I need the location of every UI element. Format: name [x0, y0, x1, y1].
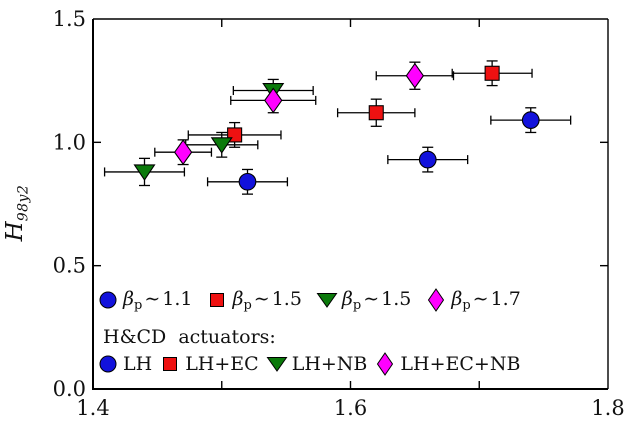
legend-beta-item-LH+EC+NB: βp ∼ 1.7 — [425, 287, 521, 313]
circle-legend-icon — [99, 291, 117, 309]
y-axis-label-sub: 98y2 — [15, 184, 32, 222]
triangle-down-legend-icon — [266, 357, 288, 372]
legend-title: H&CD actuators: — [103, 326, 276, 348]
series-LH+EC-square-marker — [368, 105, 384, 121]
y-tick-label: 0.0 — [53, 377, 86, 401]
legend-beta-label: βp ∼ 1.1 — [123, 287, 193, 313]
series-LH+EC+NB-diamond-marker — [405, 62, 425, 89]
legend-beta-item-LH: βp ∼ 1.1 — [97, 287, 192, 313]
series-LH-circle-marker — [238, 172, 257, 191]
series-LH+EC+NB-diamond-marker — [264, 87, 283, 114]
x-tick-label: 1.4 — [76, 396, 109, 420]
legend-beta-label: βp ∼ 1.5 — [232, 287, 302, 313]
legend-beta-row: βp ∼ 1.1 βp ∼ 1.5 βp ∼ 1.5 βp ∼ 1.7 — [97, 287, 521, 313]
triangle-down-legend-icon — [316, 293, 338, 308]
circle-legend-icon — [99, 355, 117, 373]
diamond-legend-icon — [428, 288, 445, 312]
series-LH+NB-triangle-marker — [210, 137, 233, 154]
y-tick-label: 1.0 — [53, 130, 86, 154]
legend-beta-label: βp ∼ 1.5 — [341, 287, 412, 313]
x-tick-label: 1.6 — [334, 396, 367, 420]
diamond-legend-glyph — [377, 352, 394, 376]
legend-actuator-label: LH+EC — [185, 353, 259, 375]
series-LH-circle-marker — [521, 111, 540, 129]
y-axis-label: H98y2 — [2, 168, 32, 258]
triangle-down-legend-glyph — [316, 293, 338, 308]
diamond-legend-icon — [377, 352, 394, 376]
legend-actuator-item-LH+NB: LH+NB — [266, 351, 368, 377]
square-legend-glyph — [210, 293, 225, 307]
circle-legend-glyph — [99, 291, 117, 309]
legend-actuator-label: LH+NB — [291, 353, 368, 375]
triangle-down-legend-glyph — [266, 357, 288, 372]
legend-beta-label: βp ∼ 1.7 — [451, 287, 521, 313]
x-tick-label: 1.8 — [591, 396, 624, 420]
series-LH+NB-triangle-marker — [133, 164, 156, 181]
square-legend-icon — [210, 293, 225, 307]
legend-actuator-label: LH+EC+NB — [400, 353, 521, 375]
series-LH+EC-square-marker — [484, 65, 500, 81]
y-tick-label: 1.5 — [53, 7, 86, 31]
legend-actuator-item-LH+EC: LH+EC — [159, 351, 259, 377]
diamond-legend-glyph — [428, 288, 445, 312]
y-tick-label: 0.5 — [53, 254, 86, 278]
series-LH-circle-marker — [418, 150, 437, 169]
square-legend-glyph — [163, 357, 178, 371]
series-LH+EC+NB-diamond-marker — [173, 139, 193, 166]
legend-actuator-item-LH+EC+NB: LH+EC+NB — [374, 351, 520, 377]
legend-actuator-item-LH: LH — [97, 351, 152, 377]
square-legend-icon — [163, 357, 178, 371]
y-axis-label-main: H — [2, 221, 28, 242]
circle-legend-glyph — [99, 355, 117, 373]
legend-beta-item-LH+NB: βp ∼ 1.5 — [316, 287, 411, 313]
legend-beta-item-LH+EC: βp ∼ 1.5 — [206, 287, 302, 313]
legend-actuator-label: LH — [123, 353, 153, 375]
legend-actuators-row: LH LH+EC LH+NB LH+EC+NB — [97, 351, 520, 377]
